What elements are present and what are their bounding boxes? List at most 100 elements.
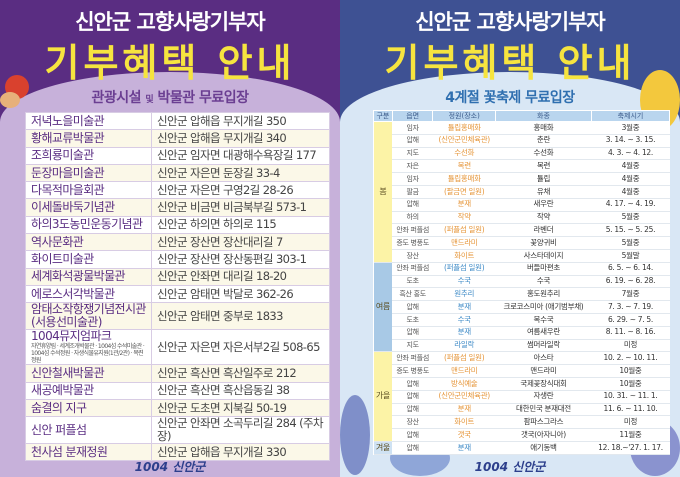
subtitle-and: 및: [145, 95, 154, 105]
garden-place-cell: 튤립홍매화: [432, 172, 496, 186]
table-row: 장산 화이트 팜파스그라스 미정: [374, 415, 670, 430]
facility-name-text: 천사섬 분재정원: [31, 444, 108, 459]
garden-place-cell: 화이트: [432, 249, 496, 263]
table-row: 압해 갯국 갯국(아자니아) 11월중: [374, 428, 670, 442]
period-cell: 6. 19. ~ 6. 28.: [591, 275, 670, 289]
subtitle-a: 관광시설: [91, 90, 141, 106]
festival-table: 구분 읍면 정원(장소) 화종 축제시기 봄 임자 튤립홍매화 홍매화 3월중 압해 (신안군민체육…: [373, 110, 671, 455]
flower-cell: 갯국(아자니아): [495, 428, 592, 442]
flower-cell: 수선화: [495, 147, 592, 161]
table-row: 여름 안좌 퍼플섬 (퍼플섬 일원) 버들마편초 6. 5. ~ 6. 14.: [373, 262, 670, 353]
title-line1: 신안군 고향사랑기부자: [415, 10, 606, 34]
table-row: 황해교류박물관 신안군 압해읍 무지개길 340: [25, 129, 330, 148]
table-row: 압해 방식예술 국제꽃장식대회 10월중: [374, 377, 670, 391]
facility-name-text: 세계화석광물박물관: [31, 269, 126, 284]
column-header: 읍면: [391, 110, 434, 122]
town-cell: 압해: [392, 198, 433, 212]
town-cell: 지도: [392, 147, 433, 161]
period-cell: 11. 6. ~ 11. 10.: [591, 403, 670, 417]
table-row: 하의3도농민운동기념관 신안군 하의면 하의로 115: [25, 215, 330, 235]
shinan-logo: 1004 신안군: [134, 460, 206, 474]
garden-place-cell: (퍼플섬 일원): [432, 262, 496, 276]
town-cell: 압해: [392, 441, 433, 455]
town-cell: 증도 병풍도: [392, 236, 433, 250]
period-cell: 5. 15. ~ 5. 25.: [591, 223, 670, 238]
facility-name: 역사문화관: [25, 233, 152, 252]
museum-table: 저녁노을미술관 신안군 압해읍 무지개길 350 황해교류박물관 신안군 압해읍 무지…: [25, 111, 330, 462]
garden-place-cell: 원추리: [432, 287, 496, 302]
town-cell: 팔금: [392, 185, 433, 199]
flower-cell: 여름새우란: [495, 326, 592, 340]
table-header-row: 구분 읍면 정원(장소) 화종 축제시기: [373, 110, 671, 122]
title-line2: 기부혜택 안내: [44, 41, 296, 85]
facility-name-text: 1004뮤지엄파크: [31, 329, 112, 344]
table-row: 역사문화관 신안군 장산면 장산대리길 7: [25, 233, 330, 252]
period-cell: 6. 5. ~ 6. 14.: [591, 262, 670, 276]
table-row: 압해 분재 새우란 4. 17. ~ 4. 19.: [374, 198, 670, 212]
table-row: 증도 병풍도 맨드라미 맨드라미 10월중: [374, 364, 670, 378]
facility-address: 신안군 자은면 자은서부2길 508-65: [151, 329, 330, 366]
flower-cell: 팜파스그라스: [495, 415, 592, 430]
table-row: 화이트미술관 신안군 장산면 장산동편길 303-1: [25, 250, 330, 269]
period-cell: 11월중: [591, 428, 670, 442]
flower-cell: 라벤더: [495, 223, 592, 238]
flower-cell: 꽃양귀비: [495, 236, 592, 250]
garden-place-cell: 갯국: [432, 428, 496, 442]
flower-cell: 크로코스미아 (애기범부채): [495, 300, 592, 314]
flower-cell: 목련: [495, 159, 592, 174]
facility-name: 황해교류박물관: [25, 129, 152, 148]
facility-name: 하의3도농민운동기념관: [25, 215, 152, 235]
period-cell: 10월중: [591, 364, 670, 378]
garden-place-cell: 화이트: [432, 415, 496, 430]
town-cell: 압해: [392, 377, 433, 391]
facility-name-text: 신안 퍼플섬: [31, 422, 87, 437]
town-cell: 압해: [392, 134, 433, 148]
period-cell: 10. 31. ~ 11. 1.: [591, 390, 670, 404]
table-row: 압해 분재 크로코스미아 (애기범부채) 7. 3. ~ 7. 19.: [374, 300, 670, 314]
left-panel-museums: 신안군 고향사랑기부자 기부혜택 안내 관광시설 및 박물관 무료입장 저녁노을…: [0, 0, 340, 477]
facility-name-text: 새공예박물관: [31, 383, 94, 398]
flower-cell: 아스타: [495, 351, 592, 366]
table-row: 도초 수국 수국 6. 19. ~ 6. 28.: [374, 275, 670, 289]
table-row: 압해 (신안군민체육관) 자생란 10. 31. ~ 11. 1.: [374, 390, 670, 404]
garden-place-cell: 분재: [432, 441, 496, 455]
table-row: 이세돌바둑기념관 신안군 비금면 비금북부길 573-1: [25, 198, 330, 217]
town-cell: 흑산 홍도: [392, 287, 433, 302]
garden-place-cell: (퍼플섬 일원): [432, 223, 496, 238]
table-row: 천사섬 분재정원 신안군 압해읍 무지개길 330: [25, 443, 330, 462]
table-row: 에로스서각박물관 신안군 암태면 박달로 362-26: [25, 284, 330, 304]
title-line1: 신안군 고향사랑기부자: [75, 10, 266, 34]
flower-cell: 썸머라일락: [495, 339, 592, 353]
flower-cell: 작약: [495, 211, 592, 225]
facility-name: 이세돌바둑기념관: [25, 198, 152, 217]
facility-address: 신안군 암태면 중부로 1833: [151, 302, 330, 331]
period-cell: 3월중: [591, 121, 670, 135]
facility-address: 신안군 흑산면 흑산읍동길 38: [151, 381, 330, 400]
town-cell: 안좌 퍼플섬: [392, 351, 433, 366]
table-row: 장산 화이트 사스타데이지 5월말: [374, 249, 670, 263]
column-header: 정원(장소): [432, 110, 496, 122]
table-row: 안좌 퍼플섬 (퍼플섬 일원) 라벤더 5. 15. ~ 5. 25.: [374, 223, 670, 238]
facility-address: 신안군 압해읍 무지개길 330: [151, 443, 330, 462]
town-cell: 증도 병풍도: [392, 364, 433, 378]
section-title: 관광시설 및 박물관 무료입장: [0, 87, 340, 107]
season-cell: 가을: [373, 351, 393, 442]
facility-name: 1004뮤지엄파크 자연휴양림 · 세계조개박물관 · 1004섬 수석미술관 ·…: [25, 329, 152, 366]
town-cell: 압해: [392, 390, 433, 404]
garden-place-cell: 라일락: [432, 339, 496, 353]
table-row: 압해 분재 대한민국 분재대전 11. 6. ~ 11. 10.: [374, 403, 670, 417]
period-cell: 4. 3. ~ 4. 12.: [591, 147, 670, 161]
period-cell: 10월중: [591, 377, 670, 391]
table-row: 새공예박물관 신안군 흑산면 흑산읍동길 38: [25, 381, 330, 400]
flower-cell: 자생란: [495, 390, 592, 404]
garden-place-cell: 수국: [432, 313, 496, 327]
table-row: 지도 수선화 수선화 4. 3. ~ 4. 12.: [374, 147, 670, 161]
town-cell: 안좌 퍼플섬: [392, 262, 433, 276]
season-cell: 여름: [373, 262, 393, 353]
table-row: 둔장마을미술관 신안군 자은면 둔장길 33-4: [25, 163, 330, 183]
facility-name-text: 다목적마을회관: [31, 182, 105, 197]
period-cell: 미정: [591, 339, 670, 353]
table-row: 자은 목련 목련 4월중: [374, 159, 670, 174]
table-row: 신안 퍼플섬 신안군 안좌면 소곡두리길 284 (주차장): [25, 416, 330, 445]
garden-place-cell: (팔금면 일원): [432, 185, 496, 199]
